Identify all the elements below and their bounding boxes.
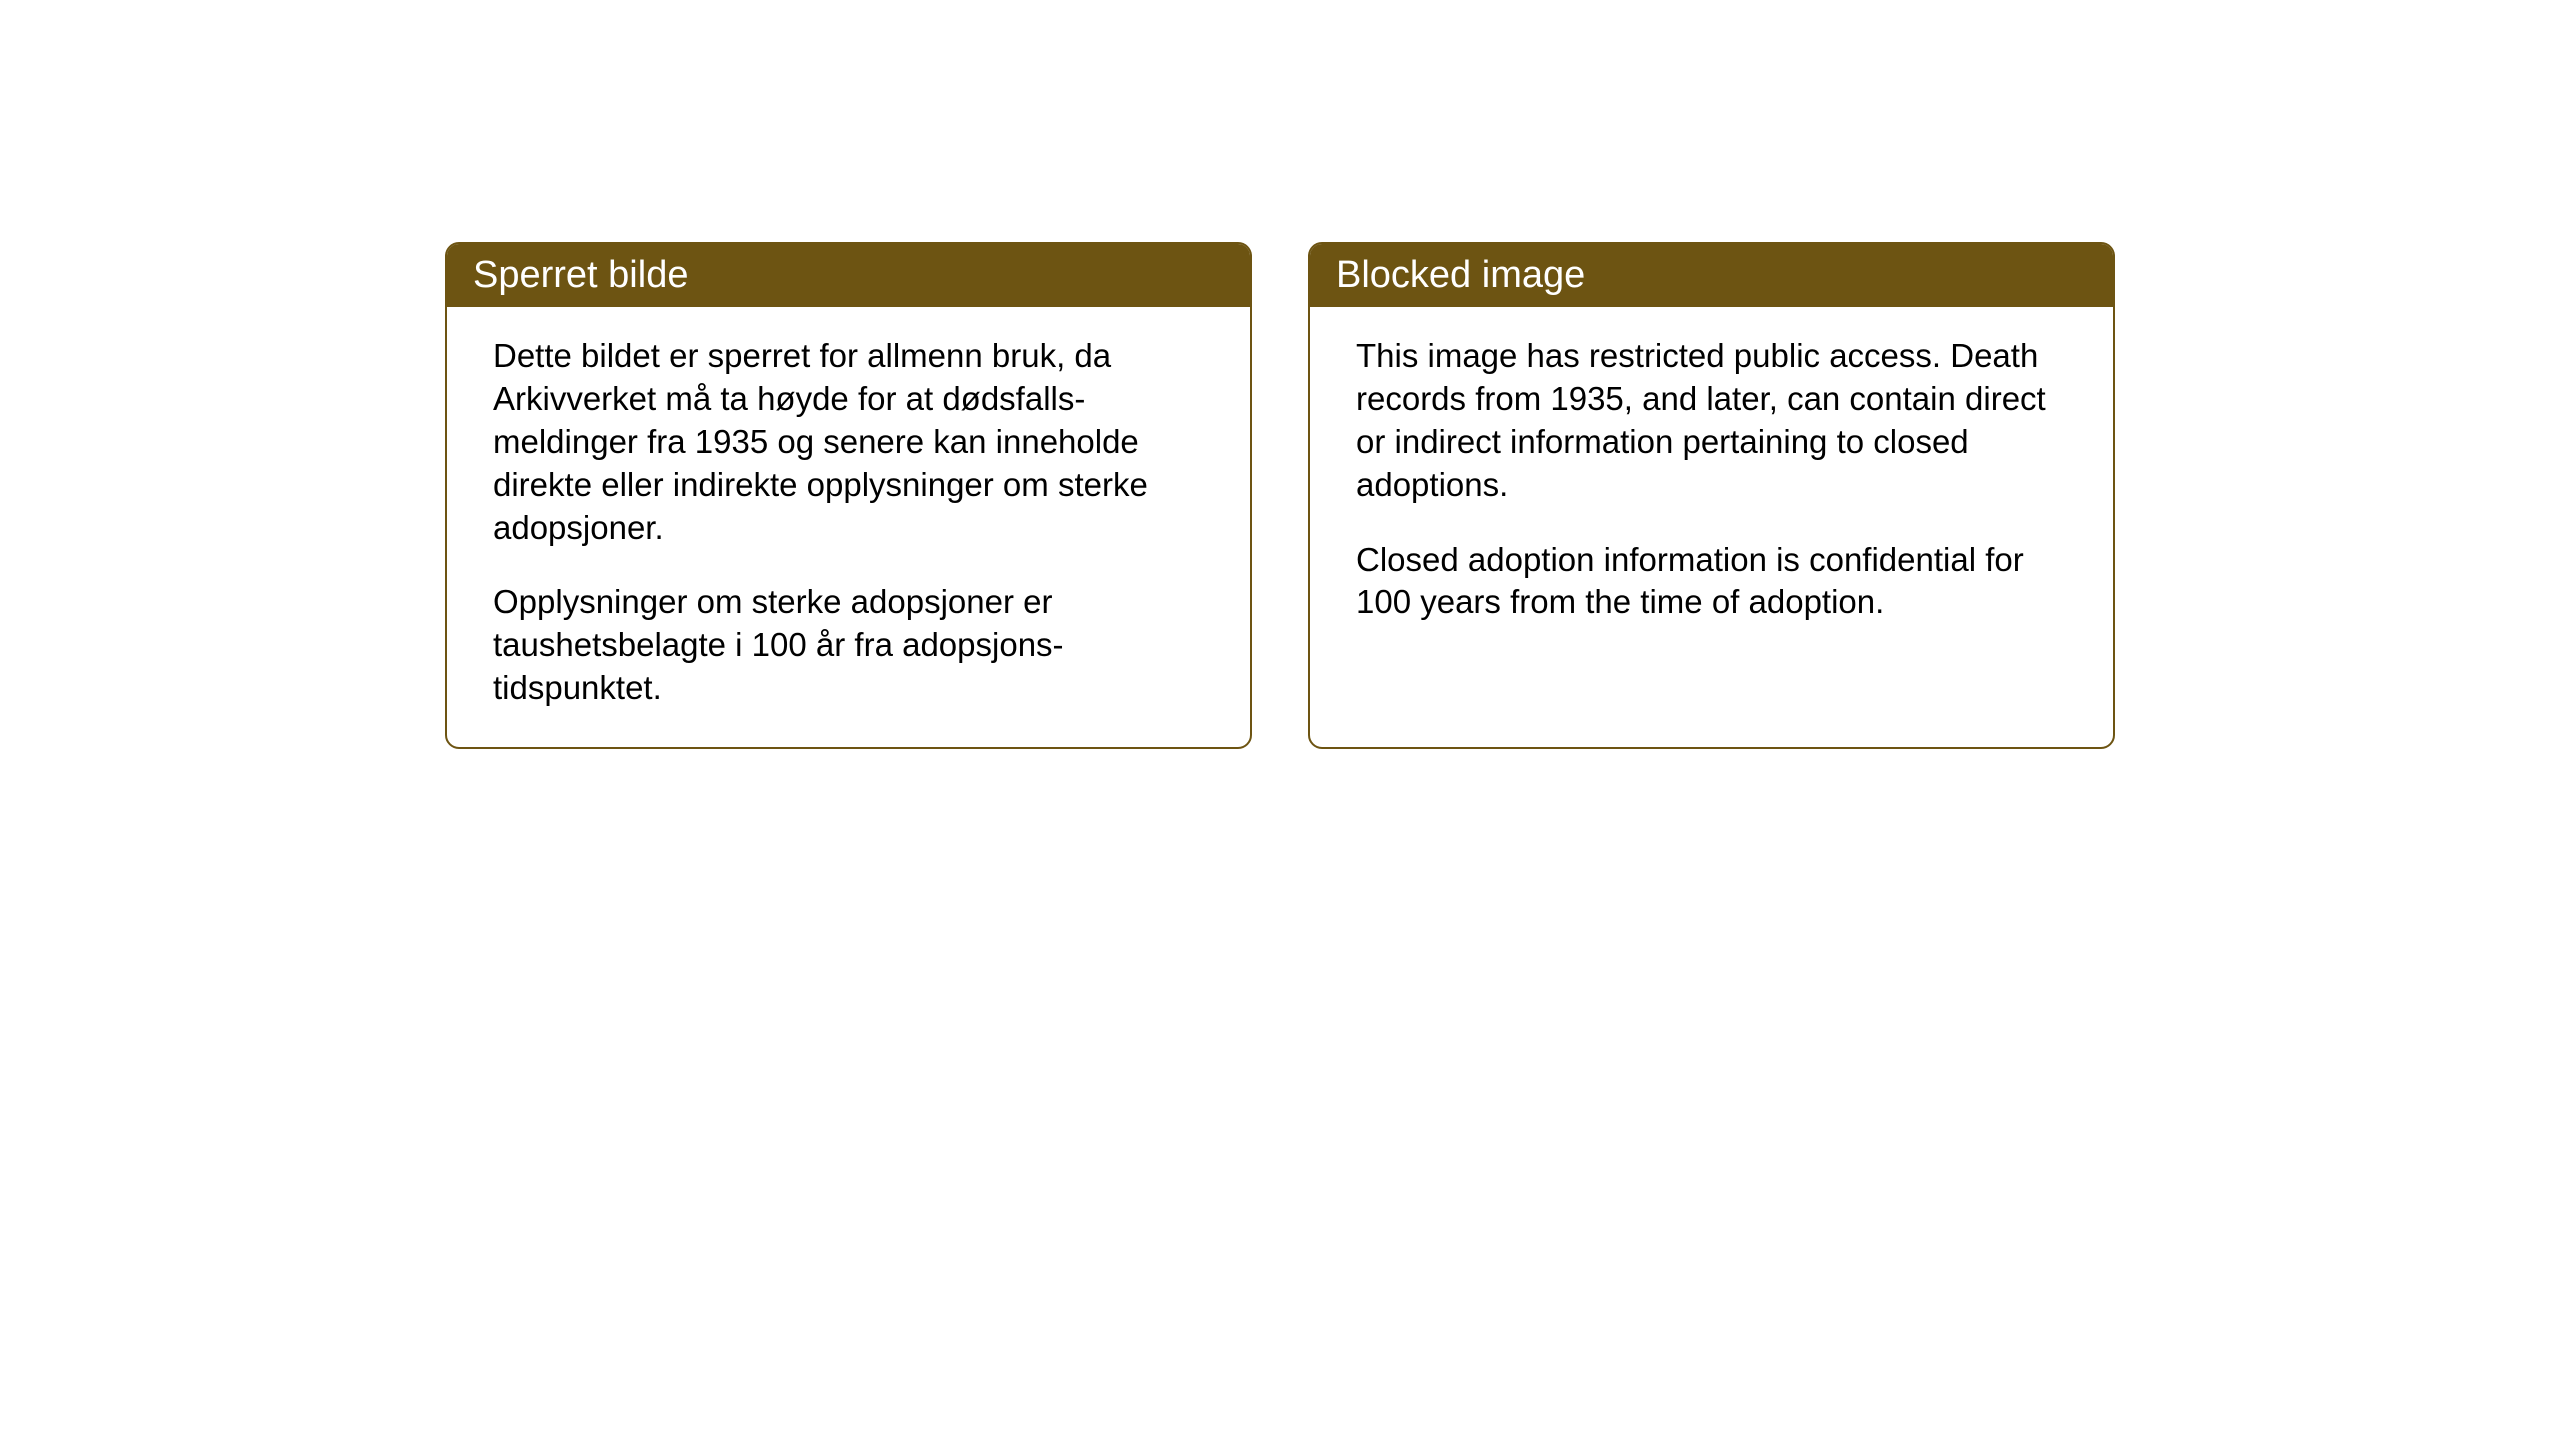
- card-header-english: Blocked image: [1310, 244, 2113, 307]
- card-paragraph-1: This image has restricted public access.…: [1356, 335, 2067, 507]
- card-title: Sperret bilde: [473, 254, 688, 296]
- cards-container: Sperret bilde Dette bildet er sperret fo…: [0, 0, 2560, 749]
- card-title: Blocked image: [1336, 254, 1585, 296]
- card-paragraph-1: Dette bildet er sperret for allmenn bruk…: [493, 335, 1204, 549]
- card-english: Blocked image This image has restricted …: [1308, 242, 2115, 749]
- card-norwegian: Sperret bilde Dette bildet er sperret fo…: [445, 242, 1252, 749]
- card-body-english: This image has restricted public access.…: [1310, 307, 2113, 747]
- card-paragraph-2: Closed adoption information is confident…: [1356, 539, 2067, 625]
- card-paragraph-2: Opplysninger om sterke adopsjoner er tau…: [493, 581, 1204, 710]
- card-body-norwegian: Dette bildet er sperret for allmenn bruk…: [447, 307, 1250, 747]
- card-header-norwegian: Sperret bilde: [447, 244, 1250, 307]
